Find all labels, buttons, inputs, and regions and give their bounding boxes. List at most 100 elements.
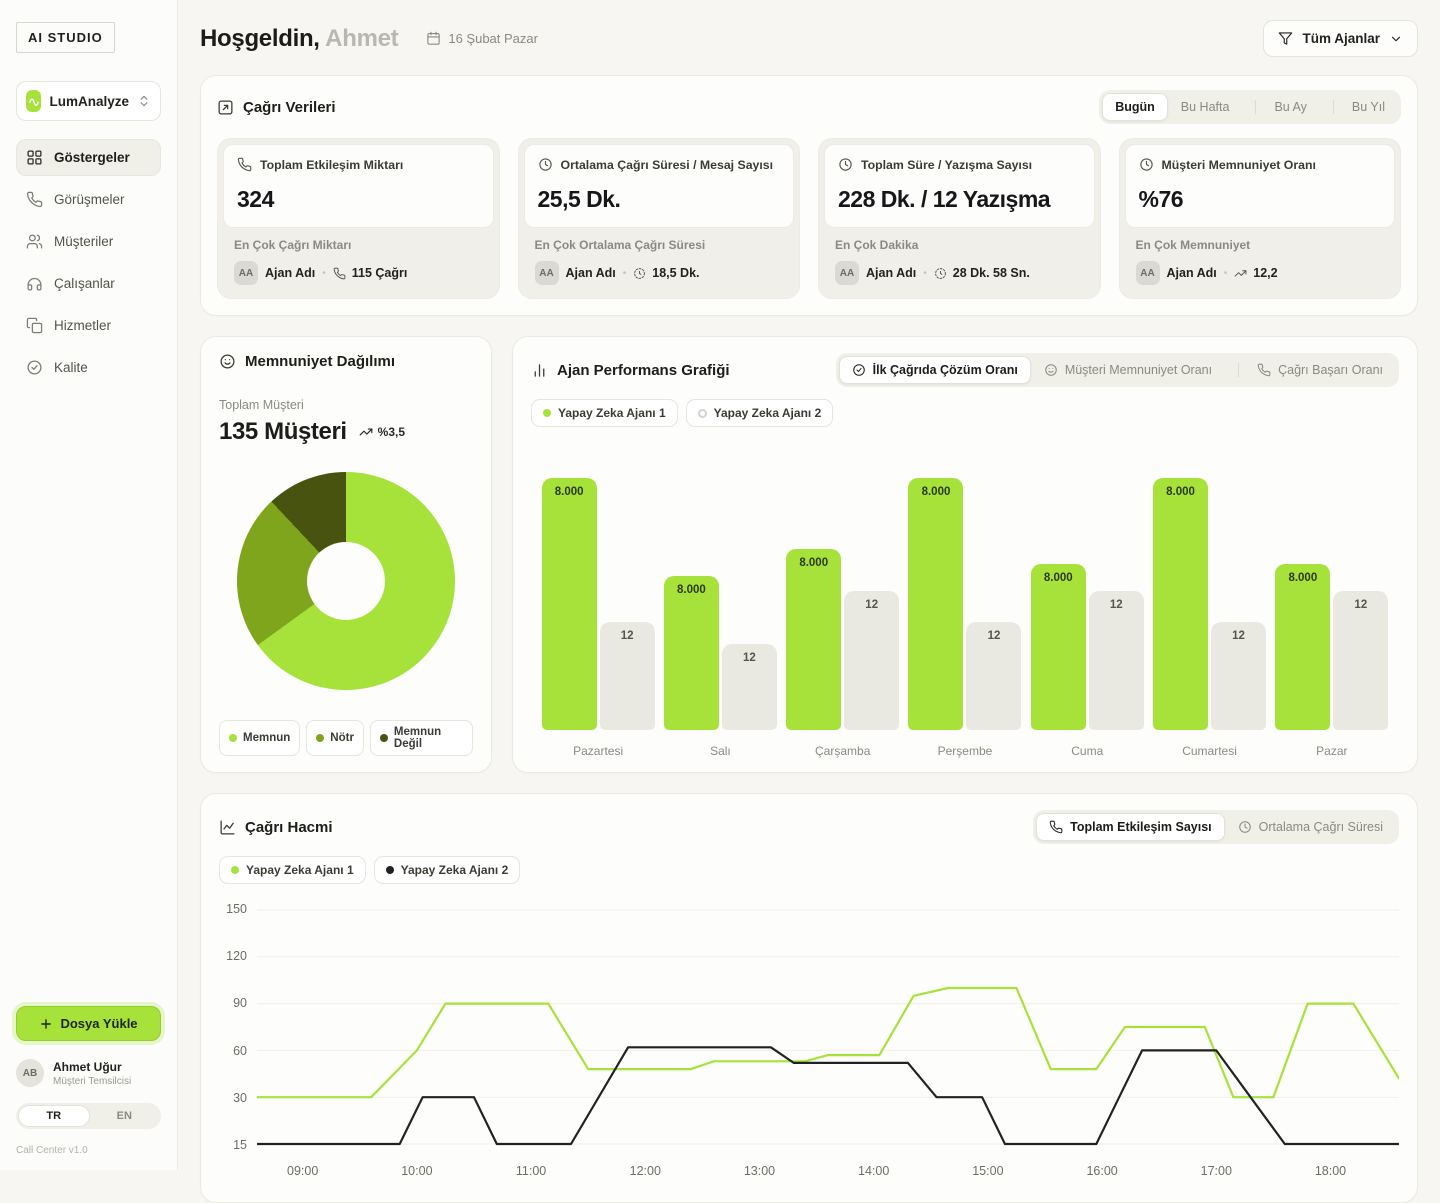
tab-label: Ortalama Çağrı Süresi: [1258, 820, 1383, 834]
phone-icon: [237, 157, 252, 172]
bar-group-6: 8.000 12 Cumartesi: [1148, 478, 1270, 758]
bar-agent-1: 8.000: [1030, 563, 1086, 730]
stat-card-avg-duration: Ortalama Çağrı Süresi / Mesaj Sayısı 25,…: [517, 138, 800, 299]
y-axis-label: 90: [233, 996, 247, 1011]
stat-value: 25,5 Dk.: [537, 186, 621, 212]
tab-bu-hafta[interactable]: Bu Hafta: [1180, 100, 1230, 114]
stat-title-row: Ortalama Çağrı Süresi / Mesaj Sayısı: [538, 157, 781, 172]
bar-category-label: Cuma: [1071, 744, 1104, 758]
sidebar-item-calisanlar[interactable]: Çalışanlar: [16, 265, 161, 302]
check-circle-icon: [27, 360, 42, 375]
tab-call-success[interactable]: Çağrı Başarı Oranı: [1225, 356, 1396, 384]
tab-bugun[interactable]: Bugün: [1102, 93, 1168, 121]
timer-icon: [934, 267, 946, 279]
upload-file-label: Dosya Yükle: [60, 1016, 138, 1031]
total-customers-row: 135 Müşteri %3,5: [219, 418, 473, 446]
legend-dot-memnun: [229, 734, 237, 742]
legend-memnun-degil[interactable]: Memnun Değil: [369, 720, 473, 756]
sidebar-item-hizmetler[interactable]: Hizmetler: [16, 307, 161, 344]
users-icon: [26, 234, 43, 249]
stat-card-total-duration: Toplam Süre / Yazışma Sayısı 228 Dk. / 1…: [818, 138, 1101, 299]
legend-agent-2[interactable]: Yapay Zeka Ajanı 2: [685, 399, 834, 427]
clock-icon: [538, 158, 552, 171]
dashboard-page: { "app": { "logo": "AI STUDIO", "workspa…: [0, 0, 1440, 1170]
date-text: 16 Şubat Pazar: [448, 31, 538, 46]
legend-agent-2[interactable]: Yapay Zeka Ajanı 2: [373, 856, 521, 884]
bar-value-label: 8.000: [1288, 571, 1318, 584]
top-agent-row: AA Ajan Adı • 18,5 Dk.: [534, 261, 784, 285]
legend-notr[interactable]: Nötr: [306, 720, 364, 756]
stat-sub-label: En Çok Çağrı Miktarı: [234, 238, 352, 252]
clock-icon: [839, 158, 852, 171]
check-circle-icon: [852, 364, 865, 376]
bar-group-7: 8.000 12 Pazar: [1271, 563, 1393, 758]
upload-file-button[interactable]: Dosya Yükle: [16, 1006, 161, 1041]
call-data-icon: [218, 99, 233, 115]
tab-total-interactions[interactable]: Toplam Etkileşim Sayısı: [1036, 813, 1225, 841]
period-tabs: Bugün Bu Hafta Bu Ay Bu Yıl: [1099, 90, 1401, 124]
stat-sub-label: En Çok Memnuniyet: [1135, 238, 1251, 252]
sidebar-item-musteriler[interactable]: Müşteriler: [16, 223, 161, 260]
headset-icon: [27, 277, 42, 291]
y-axis-label: 60: [233, 1043, 247, 1058]
bar-value-label: 12: [1109, 599, 1123, 612]
tab-customer-satisfaction[interactable]: Müşteri Memnuniyet Oranı: [1031, 356, 1225, 384]
donut-hole: [307, 542, 385, 620]
call-data-header: Çağrı Verileri Bugün Bu Hafta Bu Ay Bu Y…: [217, 90, 1401, 124]
legend-agent-1[interactable]: Yapay Zeka Ajanı 1: [219, 856, 366, 884]
volume-plot: [257, 902, 1399, 1152]
sidebar-item-gostergeler[interactable]: Göstergeler: [16, 139, 161, 176]
agent-metric-value: 28 Dk. 58 Sn.: [952, 266, 1030, 280]
call-volume-title-group: Çağrı Hacmi: [219, 819, 333, 836]
performance-header: Ajan Performans Grafiği İlk Çağrıda Çözü…: [531, 353, 1399, 387]
tab-bu-ay[interactable]: Bu Ay: [1242, 93, 1319, 121]
agent-badge: AA: [835, 261, 859, 285]
language-option-tr[interactable]: TR: [18, 1105, 90, 1127]
stat-title-row: Müşteri Memnuniyet Oranı: [1139, 157, 1382, 172]
workspace-logo-icon: [26, 90, 42, 112]
bar-agent-1: 8.000: [908, 478, 964, 730]
user-info: Ahmet Uğur Müşteri Temsilcisi: [53, 1060, 131, 1087]
greeting-name: Ahmet: [325, 24, 399, 52]
sidebar-nav: Göstergeler Görüşmeler Müşteriler Çalışa…: [16, 139, 161, 386]
satisfaction-donut-wrap: [237, 472, 455, 690]
trending-up-icon: [1234, 269, 1247, 277]
x-axis-label: 15:00: [972, 1164, 1004, 1178]
all-agents-filter-button[interactable]: Tüm Ajanlar: [1263, 20, 1418, 57]
performance-card: Ajan Performans Grafiği İlk Çağrıda Çözü…: [512, 336, 1418, 773]
sidebar-item-label: Hizmetler: [54, 318, 112, 333]
sidebar-item-gorusmeler[interactable]: Görüşmeler: [16, 181, 161, 218]
x-axis-label: 18:00: [1314, 1164, 1347, 1178]
sidebar-item-kalite[interactable]: Kalite: [16, 349, 161, 386]
legend-agent-1[interactable]: Yapay Zeka Ajanı 1: [531, 399, 678, 427]
stat-sub-label: En Çok Dakika: [835, 238, 919, 252]
bar-agent-2: 12: [966, 621, 1022, 730]
main-content: Hoşgeldin, Ahmet 16 Şubat Pazar Tüm Ajan…: [178, 0, 1440, 1203]
workspace-selector[interactable]: LumAnalyze: [16, 81, 161, 121]
legend-memnun[interactable]: Memnun: [219, 720, 301, 756]
y-axis-label: 150: [226, 902, 247, 916]
stat-bottom: En Çok Memnuniyet AA Ajan Adı • 12,2: [1125, 228, 1396, 293]
date-display: 16 Şubat Pazar: [426, 31, 538, 46]
legend-label: Yapay Zeka Ajanı 2: [713, 406, 822, 420]
tab-average-call-duration[interactable]: Ortalama Çağrı Süresi: [1225, 813, 1396, 841]
x-axis-label: 16:00: [1086, 1164, 1118, 1178]
stat-title: Ortalama Çağrı Süresi / Mesaj Sayısı: [560, 157, 774, 172]
bar-group-2: 8.000 12 Salı: [659, 576, 781, 758]
separator-dot: •: [322, 267, 326, 279]
legend-label: Yapay Zeka Ajanı 1: [246, 863, 354, 877]
bar-pair: 8.000 12: [541, 478, 655, 730]
language-option-en[interactable]: EN: [116, 1110, 132, 1122]
legend-label: Nötr: [330, 732, 354, 744]
x-axis-label: 17:00: [1200, 1164, 1232, 1178]
user-profile[interactable]: AB Ahmet Uğur Müşteri Temsilcisi: [16, 1059, 161, 1087]
workspace-name: LumAnalyze: [49, 93, 129, 109]
bar-category-label: Çarşamba: [815, 744, 871, 758]
x-axis-label: 12:00: [629, 1164, 661, 1178]
tab-first-call-resolution[interactable]: İlk Çağrıda Çözüm Oranı: [838, 356, 1031, 384]
timer-icon: [634, 267, 646, 279]
legend-dot-agent-2: [697, 408, 707, 418]
tab-bu-yil[interactable]: Bu Yıl: [1320, 93, 1398, 121]
agent-badge: AA: [534, 261, 559, 285]
performance-tabs: İlk Çağrıda Çözüm Oranı Müşteri Memnuniy…: [835, 353, 1399, 387]
